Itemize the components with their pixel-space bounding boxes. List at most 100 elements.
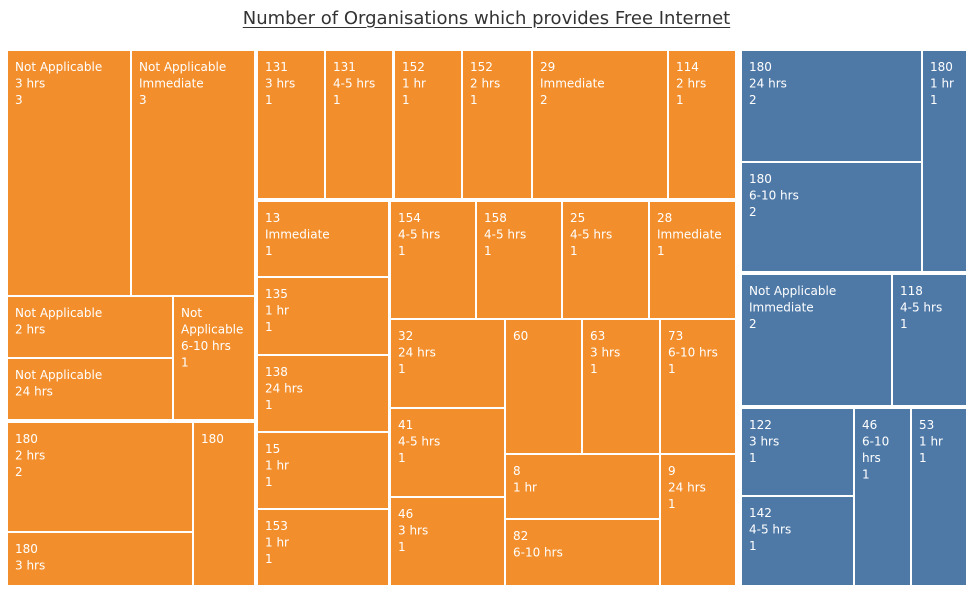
treemap-cell-rect[interactable] <box>504 453 661 520</box>
treemap-cell-rect[interactable] <box>172 295 256 421</box>
treemap-cell[interactable]: 9 24 hrs 1 <box>659 453 737 587</box>
treemap-cell-label: 46 6-10 hrs 1 <box>862 418 889 482</box>
treemap-cell-rect[interactable] <box>6 531 194 587</box>
treemap-cell[interactable]: 63 3 hrs 1 <box>581 318 661 455</box>
treemap-cell[interactable]: 131 3 hrs 1 <box>256 49 326 200</box>
treemap-cell[interactable]: Not Applicable 3 hrs 3 <box>6 49 132 297</box>
treemap-cell-rect[interactable] <box>921 49 968 273</box>
treemap-cell-rect[interactable] <box>256 49 326 200</box>
treemap-cell[interactable]: 180 1 hr 1 <box>921 49 968 273</box>
treemap-cell-label: 180 3 hrs <box>15 542 45 573</box>
treemap-cell[interactable]: 15 1 hr 1 <box>256 431 390 510</box>
treemap-cell[interactable]: 153 1 hr 1 <box>256 508 390 587</box>
treemap-cell-label: 63 3 hrs 1 <box>590 329 620 376</box>
treemap-cell-rect[interactable] <box>389 496 506 587</box>
treemap-cell-rect[interactable] <box>256 276 390 356</box>
treemap-cell-rect[interactable] <box>256 200 390 278</box>
treemap-cell-label: 131 4-5 hrs 1 <box>333 60 375 107</box>
treemap-cell-rect[interactable] <box>891 273 968 407</box>
treemap-cell[interactable]: Not Applicable Immediate 2 <box>740 273 893 407</box>
treemap-cell[interactable]: 46 3 hrs 1 <box>389 496 506 587</box>
treemap-cell[interactable]: 180 2 hrs 2 <box>6 421 194 533</box>
treemap-cell[interactable]: 82 6-10 hrs <box>504 518 661 587</box>
treemap-cell[interactable]: Not Applicable Immediate 3 <box>130 49 256 297</box>
treemap-cell[interactable]: 152 1 hr 1 <box>393 49 463 200</box>
treemap-cell-label: 82 6-10 hrs <box>513 529 563 560</box>
treemap-cell-rect[interactable] <box>910 407 968 587</box>
treemap-cell[interactable]: 138 24 hrs 1 <box>256 354 390 433</box>
treemap-cell-rect[interactable] <box>667 49 737 200</box>
treemap-cell[interactable]: 25 4-5 hrs 1 <box>561 200 650 320</box>
treemap-cell-rect[interactable] <box>504 518 661 587</box>
treemap-cell[interactable]: 53 1 hr 1 <box>910 407 968 587</box>
treemap-cell-label: Not Applicable Immediate 2 <box>749 284 836 331</box>
treemap-cell-label: 9 24 hrs 1 <box>668 464 706 511</box>
treemap-cell-label: 122 3 hrs 1 <box>749 418 779 465</box>
treemap-cell-rect[interactable] <box>461 49 533 200</box>
treemap-cell-rect[interactable] <box>740 161 923 273</box>
treemap-cell-rect[interactable] <box>504 318 583 455</box>
treemap-cell-rect[interactable] <box>256 508 390 587</box>
treemap-cell[interactable]: 131 4-5 hrs 1 <box>324 49 394 200</box>
treemap-cell-label: Not Applicable 2 hrs <box>15 306 102 337</box>
treemap-cell-rect[interactable] <box>393 49 463 200</box>
treemap-cell-rect[interactable] <box>581 318 661 455</box>
treemap-cell-label: 158 4-5 hrs 1 <box>484 211 526 258</box>
treemap-cell-rect[interactable] <box>389 318 506 409</box>
treemap-cell-label: 180 1 hr 1 <box>930 60 954 107</box>
treemap-cell[interactable]: 180 6-10 hrs 2 <box>740 161 923 273</box>
treemap-cell[interactable]: Not Applicable 6-10 hrs 1 <box>172 295 256 421</box>
treemap-cell[interactable]: 32 24 hrs 1 <box>389 318 506 409</box>
treemap-cell[interactable]: Not Applicable 2 hrs <box>6 295 174 359</box>
treemap-cell[interactable]: 118 4-5 hrs 1 <box>891 273 968 407</box>
treemap-cell-rect[interactable] <box>853 407 912 587</box>
treemap-cell-label: 114 2 hrs 1 <box>676 60 706 107</box>
treemap-cell[interactable]: 46 6-10 hrs 1 <box>853 407 912 587</box>
treemap-cell-rect[interactable] <box>561 200 650 320</box>
treemap-cell-rect[interactable] <box>740 495 855 587</box>
treemap-cell[interactable]: 60 <box>504 318 583 455</box>
treemap-cell-label: Not Applicable 24 hrs <box>15 368 102 399</box>
treemap-cell-label: 29 Immediate 2 <box>540 60 605 107</box>
treemap-cell-rect[interactable] <box>648 200 737 320</box>
treemap-cell-label: 153 1 hr 1 <box>265 519 289 566</box>
treemap-cell[interactable]: 13 Immediate 1 <box>256 200 390 278</box>
treemap-cell-label: 180 24 hrs 2 <box>749 60 787 107</box>
treemap-cell[interactable]: 180 <box>192 421 256 587</box>
treemap-cell-label: 180 2 hrs 2 <box>15 432 45 479</box>
treemap-cell[interactable]: 114 2 hrs 1 <box>667 49 737 200</box>
treemap-cell[interactable]: 180 3 hrs <box>6 531 194 587</box>
treemap-cell-rect[interactable] <box>740 273 893 407</box>
treemap-cell-rect[interactable] <box>192 421 256 587</box>
treemap-cell[interactable]: 41 4-5 hrs 1 <box>389 407 506 498</box>
treemap-cell[interactable]: 29 Immediate 2 <box>531 49 669 200</box>
treemap-cell[interactable]: 28 Immediate 1 <box>648 200 737 320</box>
treemap-cell[interactable]: Not Applicable 24 hrs <box>6 357 174 421</box>
treemap-cell-label: Not Applicable 6-10 hrs 1 <box>181 306 243 370</box>
treemap-cell[interactable]: 73 6-10 hrs 1 <box>659 318 737 455</box>
treemap-cell[interactable]: 158 4-5 hrs 1 <box>475 200 563 320</box>
treemap-cell-label: 25 4-5 hrs 1 <box>570 211 612 258</box>
treemap-cell-rect[interactable] <box>256 354 390 433</box>
treemap-cell-label: 131 3 hrs 1 <box>265 60 295 107</box>
treemap-cell[interactable]: 135 1 hr 1 <box>256 276 390 356</box>
treemap-cell-label: 28 Immediate 1 <box>657 211 722 258</box>
treemap-cell-rect[interactable] <box>659 318 737 455</box>
treemap-cell-rect[interactable] <box>531 49 669 200</box>
treemap-cell[interactable]: 154 4-5 hrs 1 <box>389 200 477 320</box>
treemap-cell[interactable]: 152 2 hrs 1 <box>461 49 533 200</box>
treemap-cell[interactable]: 122 3 hrs 1 <box>740 407 855 497</box>
treemap-cell[interactable]: 142 4-5 hrs 1 <box>740 495 855 587</box>
treemap-cell-label: 13 Immediate 1 <box>265 211 330 258</box>
treemap-cell-rect[interactable] <box>389 200 477 320</box>
treemap-cell[interactable]: 180 24 hrs 2 <box>740 49 923 163</box>
treemap-cell-rect[interactable] <box>659 453 737 587</box>
treemap-cell-label: 32 24 hrs 1 <box>398 329 436 376</box>
treemap-cell-label: 138 24 hrs 1 <box>265 365 303 412</box>
treemap-cell-rect[interactable] <box>324 49 394 200</box>
treemap-cell-label: 152 1 hr 1 <box>402 60 426 107</box>
treemap-cell-label: 41 4-5 hrs 1 <box>398 418 440 465</box>
treemap-cell-label: 142 4-5 hrs 1 <box>749 506 791 553</box>
